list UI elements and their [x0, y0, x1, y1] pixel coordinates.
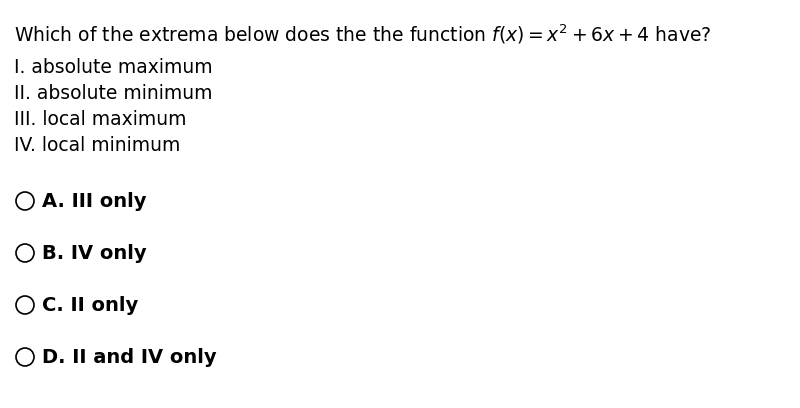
- Text: C. II only: C. II only: [42, 296, 138, 315]
- Text: IV. local minimum: IV. local minimum: [14, 136, 180, 155]
- Text: I. absolute maximum: I. absolute maximum: [14, 58, 213, 77]
- Text: Which of the extrema below does the the function $f(x) = x^2 + 6x + 4$ have?: Which of the extrema below does the the …: [14, 22, 711, 46]
- Text: II. absolute minimum: II. absolute minimum: [14, 84, 213, 103]
- Text: B. IV only: B. IV only: [42, 244, 146, 263]
- Text: A. III only: A. III only: [42, 192, 146, 211]
- Text: III. local maximum: III. local maximum: [14, 110, 186, 129]
- Text: D. II and IV only: D. II and IV only: [42, 348, 217, 367]
